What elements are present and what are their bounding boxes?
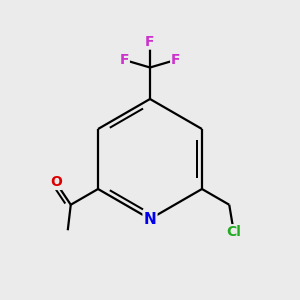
Text: F: F: [145, 35, 155, 49]
Text: F: F: [171, 53, 180, 67]
Text: N: N: [144, 212, 156, 226]
Text: F: F: [120, 53, 129, 67]
Text: Cl: Cl: [226, 225, 241, 239]
Text: O: O: [50, 175, 62, 189]
